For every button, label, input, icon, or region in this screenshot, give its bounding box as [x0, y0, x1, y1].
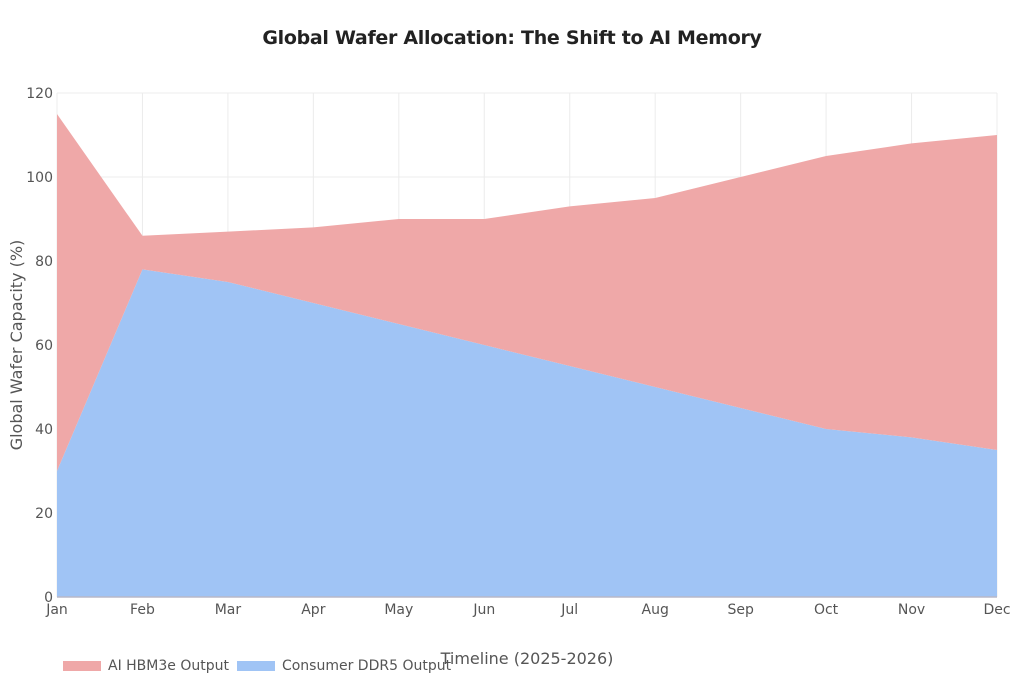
x-tick-label: Feb [130, 602, 155, 618]
x-tick-label: Jan [45, 602, 68, 618]
stacked-areas [57, 114, 997, 597]
y-tick-label: 0 [44, 590, 53, 606]
x-tick-label: Dec [983, 602, 1010, 618]
y-tick-label: 80 [35, 254, 53, 270]
area-hbm [57, 114, 997, 471]
legend: AI HBM3e Output Consumer DDR5 Output [63, 658, 459, 674]
y-tick-label: 40 [35, 422, 53, 438]
x-axis-ticks: Jan Feb Mar Apr May Jun Jul Aug Sep Oct Nov Dec [45, 602, 1010, 618]
chart-title: Global Wafer Allocation: The Shift to AI… [262, 27, 762, 49]
x-axis-label: Timeline (2025-2026) [440, 649, 614, 668]
legend-swatch-hbm [63, 661, 101, 671]
x-tick-label: Nov [898, 602, 925, 618]
x-tick-label: Mar [215, 602, 242, 618]
x-tick-label: Aug [642, 602, 669, 618]
legend-swatch-ddr5 [236, 661, 275, 671]
legend-label-hbm: AI HBM3e Output [108, 658, 229, 674]
x-tick-label: Apr [301, 602, 325, 618]
x-tick-label: Oct [814, 602, 839, 618]
y-axis-ticks: 0 20 40 60 80 100 120 [26, 86, 53, 606]
y-tick-label: 120 [26, 86, 53, 102]
x-tick-label: Jul [560, 602, 578, 618]
y-tick-label: 20 [35, 506, 53, 522]
area-ddr5 [57, 269, 997, 597]
legend-item-hbm[interactable]: AI HBM3e Output [63, 658, 229, 674]
y-axis-label: Global Wafer Capacity (%) [7, 240, 26, 451]
y-tick-label: 100 [26, 170, 53, 186]
legend-item-ddr5[interactable]: Consumer DDR5 Output [236, 658, 452, 674]
x-tick-label: Sep [727, 602, 754, 618]
x-tick-label: Jun [472, 602, 495, 618]
legend-label-ddr5: Consumer DDR5 Output [281, 658, 452, 674]
x-tick-label: May [384, 602, 413, 618]
y-tick-label: 60 [35, 338, 53, 354]
